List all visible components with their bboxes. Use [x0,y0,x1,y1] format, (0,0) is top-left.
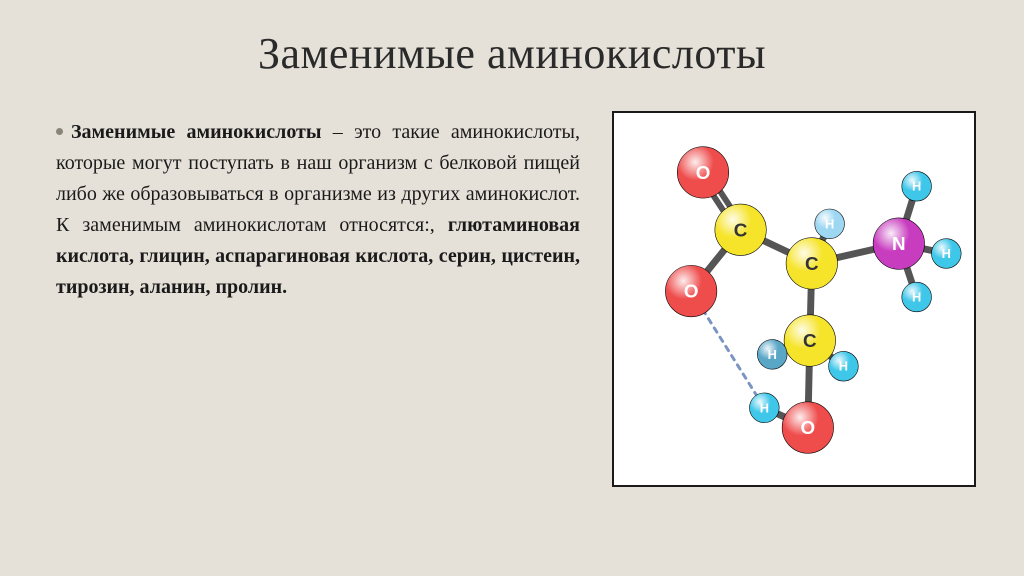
svg-text:C: C [805,253,819,274]
svg-text:O: O [696,162,711,183]
atom-H1: H [815,209,845,239]
svg-text:H: H [825,216,834,231]
svg-text:C: C [734,219,748,240]
svg-text:C: C [803,330,817,351]
atom-C2: C [786,238,837,289]
svg-text:H: H [839,359,848,374]
bullet-icon [56,128,63,135]
definition-paragraph: Заменимые аминокислоты – это такие амино… [56,107,588,487]
atom-O2: O [665,265,716,316]
svg-text:H: H [768,347,777,362]
svg-text:H: H [942,246,951,261]
molecule-svg: O C O C H N H H H C H H O H [614,113,974,485]
atom-C1: C [715,204,766,255]
svg-text:N: N [892,233,906,254]
main-content: Заменимые аминокислоты – это такие амино… [0,97,1024,487]
molecule-figure: O C O C H N H H H C H H O H [612,111,976,487]
page-title: Заменимые аминокислоты [0,0,1024,97]
atom-H3: H [931,239,961,269]
atom-H5: H [757,340,787,370]
atom-O1: O [677,147,728,198]
atom-H6: H [829,351,859,381]
atom-H2: H [902,171,932,201]
svg-text:H: H [760,400,769,415]
svg-text:O: O [684,281,699,302]
svg-text:H: H [912,290,921,305]
atom-H7: H [749,393,779,423]
atom-O3: O [782,402,833,453]
lead-term: Заменимые аминокислоты [71,121,322,143]
atom-H4: H [902,282,932,312]
svg-text:O: O [801,417,816,438]
atom-N: N [873,218,924,269]
atom-C3: C [784,315,835,366]
svg-text:H: H [912,179,921,194]
